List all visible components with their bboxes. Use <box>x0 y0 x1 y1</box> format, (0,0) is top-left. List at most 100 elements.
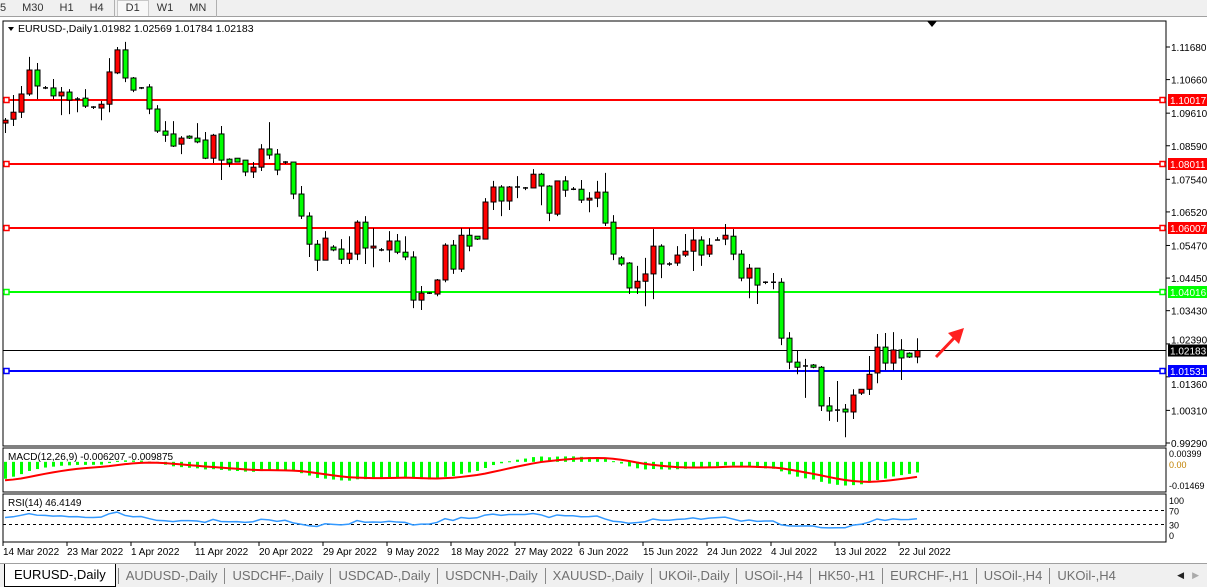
candle-body <box>50 87 57 97</box>
level-anchor-icon[interactable] <box>3 288 10 296</box>
level-anchor-icon[interactable] <box>1159 96 1166 104</box>
chart-shift-marker-icon[interactable] <box>927 21 937 27</box>
tab-divider <box>650 567 652 584</box>
candle-body <box>354 221 361 255</box>
candle <box>91 106 96 110</box>
candle-body <box>826 405 833 412</box>
time-axis-label: 4 Jul 2022 <box>771 547 818 558</box>
chart-tab[interactable]: USDCHF-,Daily <box>232 567 324 583</box>
price-axis-label: 1.05470 <box>1171 241 1207 252</box>
macd-histogram-bar <box>828 461 831 484</box>
candle-body <box>322 237 329 261</box>
chart-tab[interactable]: USDCNH-,Daily <box>445 567 538 583</box>
tab-divider <box>544 567 546 584</box>
candle <box>523 186 528 191</box>
collapse-triangle-icon[interactable] <box>8 27 14 31</box>
candle-body <box>122 49 129 79</box>
candle <box>242 159 249 177</box>
timeframe-button-mn[interactable]: MN <box>189 1 207 14</box>
timeframe-button-w1[interactable]: W1 <box>156 1 174 14</box>
timeframe-button-m30[interactable]: M30 <box>22 1 44 14</box>
level-anchor-icon[interactable] <box>3 160 10 168</box>
candle-body <box>562 180 569 191</box>
candle <box>274 148 281 176</box>
candle-body <box>362 221 369 249</box>
trend-arrow-icon <box>934 328 964 359</box>
candle <box>538 172 545 206</box>
candle <box>442 243 449 283</box>
candle-body <box>186 135 193 139</box>
candle-body <box>906 352 913 358</box>
candle-body <box>554 180 561 215</box>
macd-histogram-bar <box>484 461 487 469</box>
scroll-right-icon[interactable]: ▶ <box>1192 570 1199 580</box>
candle-body <box>778 281 785 339</box>
level-anchor-icon[interactable] <box>3 224 10 232</box>
candle <box>778 278 785 346</box>
chart-tab[interactable]: AUDUSD-,Daily <box>125 567 218 583</box>
candle <box>858 388 865 396</box>
candle <box>866 356 873 396</box>
macd-axis-top: 0.00399 <box>1169 449 1202 459</box>
chart-tab[interactable]: UKOil-,Daily <box>658 567 730 583</box>
candle-body <box>586 197 593 201</box>
candle-body <box>842 408 849 413</box>
chart-tab[interactable]: EURUSD-,Daily <box>4 564 116 587</box>
level-anchor-icon[interactable] <box>3 96 10 104</box>
macd-histogram-bar <box>636 461 639 469</box>
candle <box>506 186 513 210</box>
chart-tab[interactable]: USOil-,H4 <box>983 567 1043 583</box>
chart-tab[interactable]: XAUUSD-,Daily <box>552 567 644 583</box>
chart-tab[interactable]: USOil-,H4 <box>744 567 803 583</box>
candle <box>562 176 569 197</box>
candle <box>114 47 121 75</box>
candle <box>162 121 169 142</box>
candle <box>706 238 713 257</box>
macd-histogram-bar <box>68 461 71 466</box>
macd-histogram-bar <box>460 461 463 474</box>
candle-body <box>226 158 233 164</box>
candle-body <box>498 186 505 202</box>
level-anchor-icon[interactable] <box>1159 367 1166 375</box>
candle-body <box>442 244 449 281</box>
macd-histogram-bar <box>372 461 375 479</box>
candle <box>674 246 681 266</box>
level-price-tag <box>1168 365 1207 377</box>
candle-body <box>146 86 153 110</box>
macd-histogram-bar <box>380 461 383 479</box>
macd-histogram-bar <box>724 461 727 466</box>
level-anchor-icon[interactable] <box>1159 288 1166 296</box>
macd-histogram-bar <box>532 457 535 462</box>
candle <box>379 248 384 252</box>
chart-tab[interactable]: UKOil-,H4 <box>1057 567 1116 583</box>
macd-histogram-bar <box>412 461 415 479</box>
chart-tab[interactable]: USDCAD-,Daily <box>338 567 431 583</box>
candle <box>298 186 305 219</box>
scroll-left-icon[interactable]: ◀ <box>1177 570 1185 580</box>
candle <box>530 169 537 189</box>
macd-histogram-bar <box>92 461 95 465</box>
tab-divider <box>224 567 226 584</box>
level-price-label: 1.10017 <box>1170 96 1207 107</box>
macd-histogram-bar <box>588 457 591 462</box>
level-anchor-icon[interactable] <box>1159 224 1166 232</box>
candle <box>474 235 481 241</box>
timeframe-button-d1[interactable]: D1 <box>116 0 149 16</box>
candle <box>354 220 361 261</box>
chart-tab[interactable]: EURCHF-,H1 <box>890 567 969 583</box>
level-anchor-icon[interactable] <box>1159 160 1166 168</box>
macd-label: MACD(12,26,9) -0.006207 -0.009875 <box>8 452 174 463</box>
candle-body <box>818 366 825 407</box>
chart-tab[interactable]: HK50-,H1 <box>817 567 876 583</box>
level-anchor-icon[interactable] <box>3 367 10 375</box>
timeframe-button-h4[interactable]: H4 <box>89 1 104 14</box>
candle-body <box>754 267 761 286</box>
timeframe-button-m5[interactable]: 5 <box>0 1 7 14</box>
timeframe-button-h1[interactable]: H1 <box>59 1 74 14</box>
candle-body <box>594 191 601 199</box>
main-price-panel[interactable] <box>2 20 1167 447</box>
candle <box>170 121 177 148</box>
candle-body <box>306 215 313 245</box>
rsi-line <box>4 511 918 529</box>
